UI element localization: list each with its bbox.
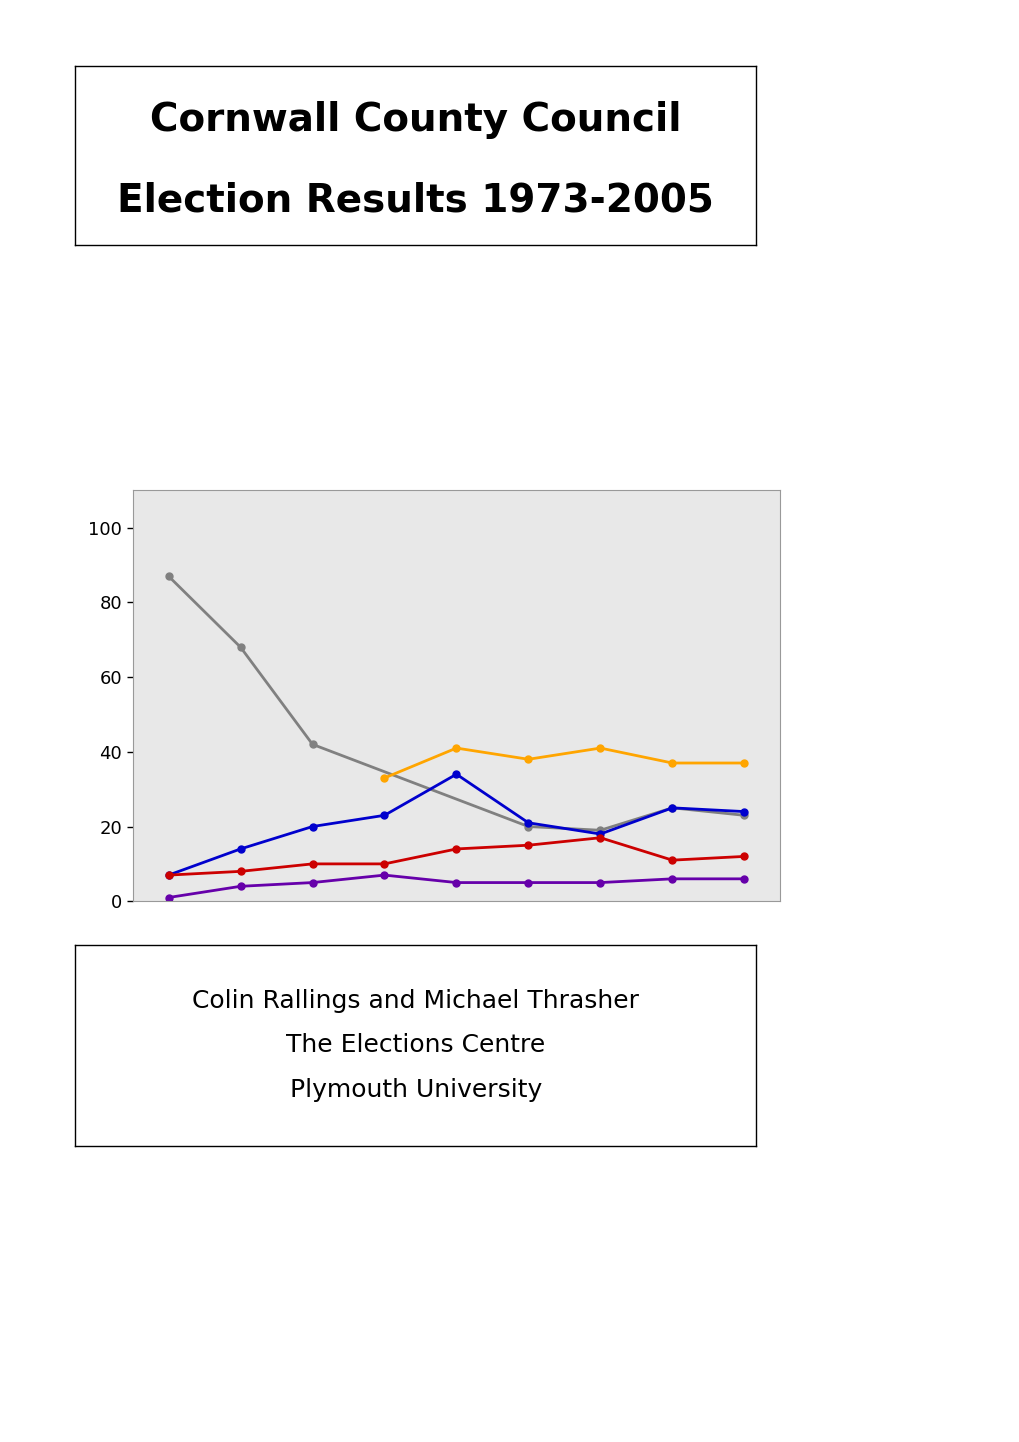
Text: Election Results 1973-2005: Election Results 1973-2005 (117, 182, 713, 219)
Text: Colin Rallings and Michael Thrasher: Colin Rallings and Michael Thrasher (192, 989, 639, 1014)
Text: Plymouth University: Plymouth University (289, 1077, 541, 1102)
Text: Cornwall County Council: Cornwall County Council (150, 101, 681, 138)
Text: The Elections Centre: The Elections Centre (285, 1034, 545, 1057)
